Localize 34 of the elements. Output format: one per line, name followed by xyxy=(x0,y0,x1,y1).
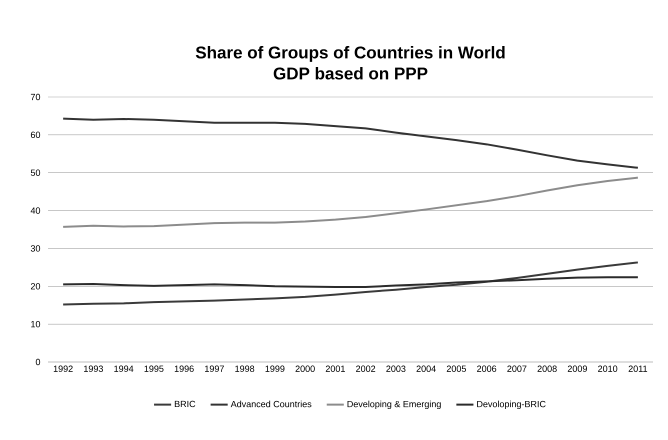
x-tick-label: 2006 xyxy=(477,366,496,372)
line-series xyxy=(62,276,639,288)
x-tick-label: 1997 xyxy=(205,366,224,372)
x-tick-label: 2002 xyxy=(356,366,376,372)
x-tick-label: 2010 xyxy=(598,366,618,372)
x-tick-label: 2000 xyxy=(296,366,315,372)
x-tick-label: 1993 xyxy=(84,366,103,372)
x-tick-label: 1998 xyxy=(235,366,254,372)
y-tick-label: 50 xyxy=(30,170,40,176)
x-tick-label: 2011 xyxy=(628,366,648,372)
x-tick-label: 1994 xyxy=(114,366,134,372)
legend-label: BRIC xyxy=(174,400,196,408)
y-tick-label: 70 xyxy=(30,94,40,100)
x-tick-label: 1999 xyxy=(266,366,284,372)
x-tick-label: 1996 xyxy=(174,366,194,372)
x-tick-label: 2001 xyxy=(326,366,345,372)
x-tick-label: 2009 xyxy=(568,366,587,372)
y-tick-label: 40 xyxy=(30,207,40,214)
x-tick-label: 2008 xyxy=(538,366,557,372)
x-tick-label: 1995 xyxy=(144,366,164,372)
legend-label: Devoloping-BRIC xyxy=(477,400,546,410)
y-tick-label: 10 xyxy=(31,320,40,328)
y-tick-label: 60 xyxy=(30,132,40,138)
x-tick-label: 2003 xyxy=(386,366,406,372)
legend-label: Developing & Emerging xyxy=(348,400,441,410)
y-tick-label: 20 xyxy=(30,283,40,290)
legend-label: Advanced Countries xyxy=(230,400,312,408)
x-tick-label: 2005 xyxy=(446,366,466,372)
x-tick-label: 2007 xyxy=(507,366,526,372)
y-tick-label: 30 xyxy=(30,245,40,252)
x-tick-label: 2004 xyxy=(416,366,436,372)
y-tick-label: 0 xyxy=(36,358,40,366)
x-tick-label: 1992 xyxy=(54,366,73,372)
chart-title: Share of Groups of Countries in World GDP based on PPP xyxy=(196,46,505,80)
